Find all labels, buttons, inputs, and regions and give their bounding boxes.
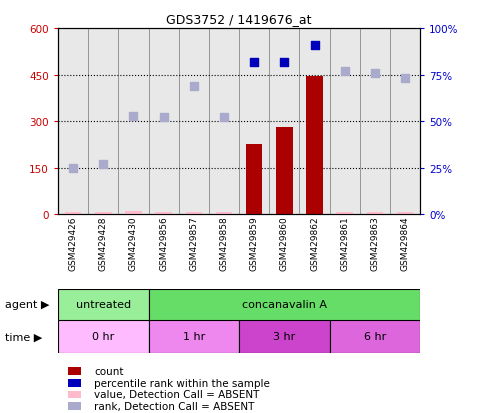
Text: 1 hr: 1 hr (183, 332, 205, 342)
Point (401, 76, 409, 82)
Point (220, 115, 228, 121)
Bar (185, 212, 202, 215)
Point (281, 59, 288, 66)
Point (160, 115, 168, 121)
Bar (58, 320, 149, 353)
Point (311, 42, 318, 49)
Bar (65, 212, 81, 215)
Bar (306, 77, 323, 215)
Text: percentile rank within the sample: percentile rank within the sample (94, 378, 270, 388)
Text: value, Detection Call = ABSENT: value, Detection Call = ABSENT (94, 389, 259, 399)
Bar (246, 145, 262, 215)
Bar (397, 212, 413, 215)
Bar (276, 128, 293, 215)
Bar (239, 320, 330, 353)
Bar (367, 212, 383, 215)
Point (69, 165, 77, 172)
Bar (125, 211, 142, 215)
Bar (216, 212, 232, 215)
Point (371, 70, 379, 77)
Point (341, 68, 349, 75)
Bar (149, 289, 420, 320)
Bar (58, 289, 149, 320)
Bar (330, 320, 420, 353)
Text: 6 hr: 6 hr (364, 332, 386, 342)
Bar (149, 320, 239, 353)
Title: GDS3752 / 1419676_at: GDS3752 / 1419676_at (166, 13, 312, 26)
Bar (95, 212, 112, 215)
Text: time ▶: time ▶ (5, 332, 42, 342)
Text: 3 hr: 3 hr (273, 332, 296, 342)
Text: untreated: untreated (76, 299, 131, 310)
Text: rank, Detection Call = ABSENT: rank, Detection Call = ABSENT (94, 401, 255, 411)
Text: 0 hr: 0 hr (92, 332, 114, 342)
Point (190, 83, 198, 90)
Point (250, 59, 258, 66)
Point (99, 161, 107, 168)
Text: concanavalin A: concanavalin A (242, 299, 327, 310)
Text: count: count (94, 366, 124, 376)
Point (129, 113, 137, 120)
Bar (156, 212, 172, 215)
Text: agent ▶: agent ▶ (5, 299, 49, 310)
Bar (337, 212, 353, 215)
